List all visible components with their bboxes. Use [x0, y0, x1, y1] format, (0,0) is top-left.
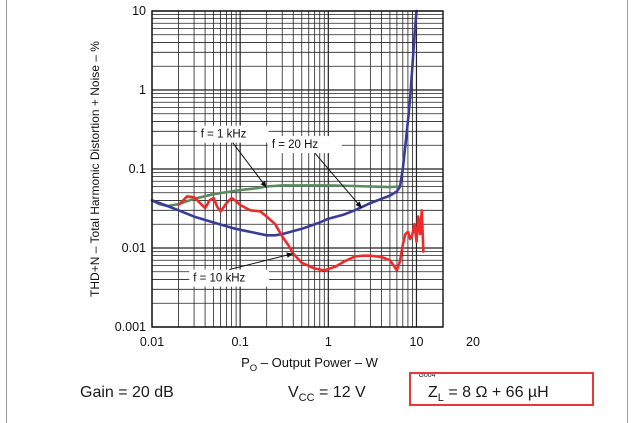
annotation-label: f = 20 Hz: [272, 139, 319, 151]
zl-value: = 8 Ω + 66 µH: [443, 384, 549, 401]
chart-grid: [151, 10, 444, 328]
vcc-condition: VCC = 12 V: [288, 384, 366, 404]
chart-series: [150, 9, 425, 272]
gain-condition: Gain = 20 dB: [80, 384, 174, 401]
plot-border: [151, 10, 444, 328]
annotation-arrowhead: [260, 180, 267, 188]
annotation-label: f = 10 kHz: [193, 273, 245, 285]
y-tick-label: 0.001: [115, 320, 146, 334]
y-axis-label: THD+N – Total Harmonic Distortion + Nois…: [88, 41, 102, 297]
x-tick-label: 0.01: [140, 335, 164, 349]
annotation-label-background: [267, 136, 342, 154]
x-tick-label: 0.1: [231, 335, 248, 349]
load-impedance-condition: ZL = 8 Ω + 66 µH: [428, 384, 549, 404]
page-right-border: [627, 0, 628, 423]
annotation-label-background: [189, 269, 270, 287]
y-tick-label: 1: [139, 83, 146, 97]
annotation-label-background: [196, 125, 269, 143]
vcc-symbol: V: [288, 384, 299, 401]
vcc-value: = 12 V: [314, 384, 366, 401]
series-line: [150, 184, 402, 208]
vcc-subscript: CC: [298, 392, 315, 405]
y-tick-label: 0.1: [129, 162, 146, 176]
x-tick-label: 20: [466, 335, 480, 349]
series-line: [150, 9, 418, 237]
x-axis-label: PO – Output Power – W: [241, 355, 378, 374]
y-tick-label: 0.01: [122, 241, 146, 255]
figure-code: G004: [418, 372, 435, 379]
y-tick-label: 10: [132, 4, 146, 18]
annotation-arrow: [232, 142, 268, 188]
x-tick-label: 10: [410, 335, 424, 349]
zl-subscript: L: [437, 392, 444, 405]
annotation-arrow: [229, 253, 294, 271]
chart-annotations: f = 1 kHz f = 20 Hz f = 10 kHz: [189, 125, 363, 287]
page-left-border: [6, 0, 7, 423]
series-line: [177, 195, 425, 272]
x-tick-label: 1: [325, 335, 332, 349]
annotation-arrowhead: [355, 201, 362, 209]
zl-symbol: Z: [428, 384, 438, 401]
annotation-arrowhead: [286, 252, 294, 258]
annotation-label: f = 1 kHz: [201, 129, 247, 141]
annotation-arrow: [314, 152, 363, 209]
highlight-box: [409, 372, 594, 406]
